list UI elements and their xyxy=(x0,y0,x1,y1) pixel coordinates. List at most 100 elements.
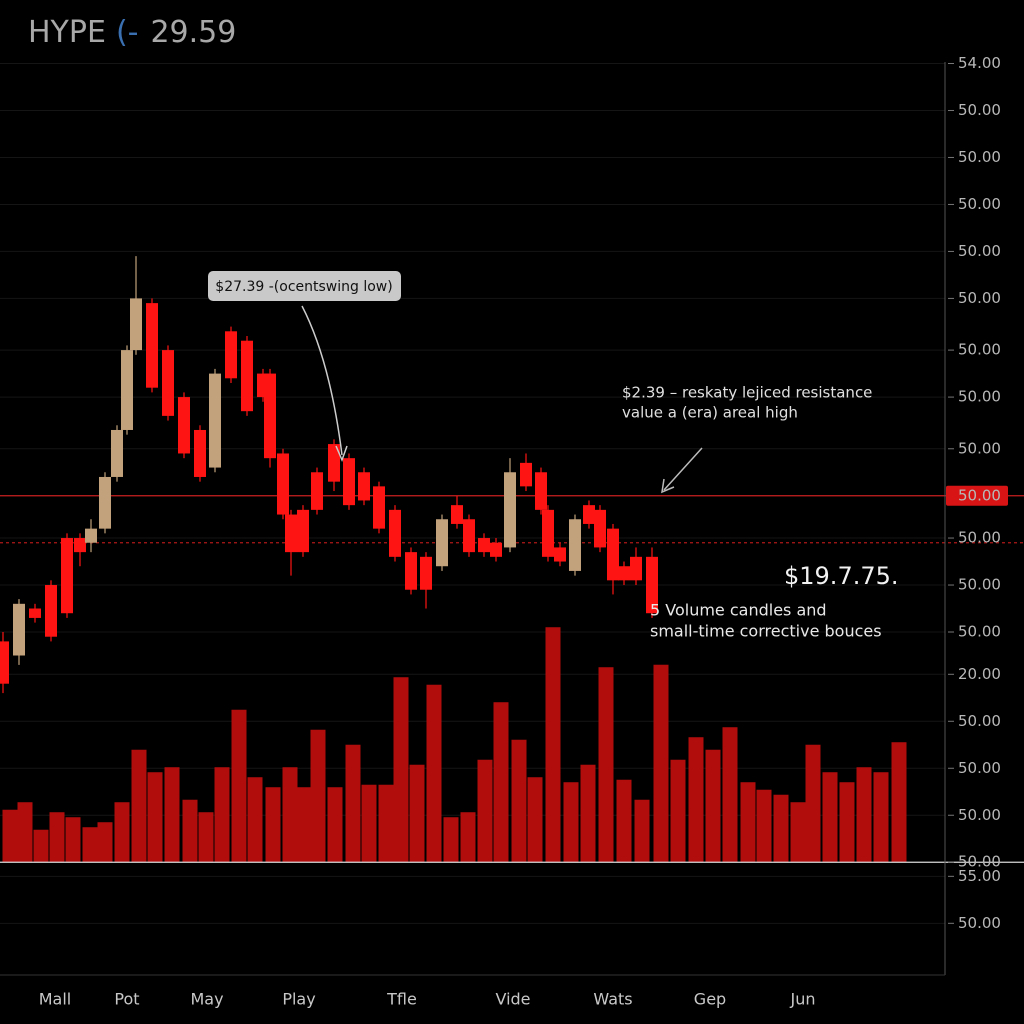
candle-body xyxy=(194,429,206,477)
volume-bar xyxy=(182,799,198,863)
candle-body xyxy=(0,641,9,684)
chart-title: HYPE (- 29.59 xyxy=(28,15,236,50)
candle-body xyxy=(297,509,309,553)
arrow-head xyxy=(335,445,348,463)
volume-bar xyxy=(545,627,561,863)
volume-bar xyxy=(65,817,81,863)
x-tick-label: Mall xyxy=(39,990,72,1009)
volume-bar xyxy=(131,749,147,863)
arrow-head xyxy=(661,478,675,494)
volume-bars xyxy=(2,627,907,863)
volume-bar xyxy=(409,764,425,863)
volume-bar xyxy=(2,809,18,863)
volume-bar xyxy=(33,829,49,863)
candle-body xyxy=(328,444,340,482)
volume-bar xyxy=(147,772,163,863)
annotation-volume: small-time corrective bouces xyxy=(650,622,882,641)
title-mark: (- xyxy=(116,15,139,50)
candle-body xyxy=(607,528,619,581)
x-tick-label: Play xyxy=(282,990,315,1009)
candle-body xyxy=(74,538,86,553)
candle-body xyxy=(29,608,41,618)
x-tick-label: May xyxy=(190,990,223,1009)
volume-bar xyxy=(361,784,377,863)
volume-bar xyxy=(393,677,409,863)
annotation-volume: 5 Volume candles and xyxy=(650,601,827,620)
volume-bar xyxy=(477,759,493,863)
candle-body xyxy=(542,509,554,557)
volume-bar xyxy=(345,744,361,863)
y-tick-label: 50.00 xyxy=(958,439,1001,457)
candle-body xyxy=(490,542,502,557)
candle-body xyxy=(225,331,237,379)
ticker: HYPE xyxy=(28,15,106,50)
axis-ticks: 54.00 50.00 50.00 50.00 50.00 50.00 50.00 50.00… xyxy=(39,54,1008,1009)
volume-bar xyxy=(580,764,596,863)
candle-body xyxy=(111,429,123,477)
candle-body xyxy=(646,556,658,614)
candle-body xyxy=(463,519,475,553)
volume-bar xyxy=(82,827,98,863)
volume-bar xyxy=(282,767,298,863)
volume-bar xyxy=(873,772,889,863)
volume-bar xyxy=(805,744,821,863)
candle-body xyxy=(277,453,289,515)
volume-bar xyxy=(790,802,806,863)
volume-bar xyxy=(670,759,686,863)
y-tick-label: 50.00 xyxy=(958,341,1001,359)
y-tick-label: 50.00 xyxy=(958,388,1001,406)
volume-bar xyxy=(511,739,527,863)
y-tick-label: 50.00 xyxy=(958,712,1001,730)
volume-bar xyxy=(527,777,543,863)
volume-bar xyxy=(756,789,772,863)
candle-body xyxy=(358,472,370,501)
y-tick-label: 54.00 xyxy=(958,54,1001,72)
volume-bar xyxy=(705,749,721,863)
candle-body xyxy=(618,566,630,581)
candle-body xyxy=(146,303,158,388)
volume-bar xyxy=(856,767,872,863)
candle-body xyxy=(311,472,323,510)
x-tick-label: Pot xyxy=(114,990,139,1009)
candle-body xyxy=(520,462,532,487)
candle-body xyxy=(373,486,385,529)
volume-bar xyxy=(634,799,650,863)
y-tick-label: 50.00 xyxy=(958,623,1001,641)
y-tick-label: 50.00 xyxy=(958,148,1001,166)
candle-body xyxy=(285,514,297,553)
volume-bar xyxy=(265,787,281,863)
candle-body xyxy=(130,298,142,351)
y-tick-label: 50.00 xyxy=(958,486,1001,504)
volume-bar xyxy=(688,737,704,863)
candle-body xyxy=(583,505,595,524)
candle-body xyxy=(61,538,73,614)
annotation-price: $19.7.75. xyxy=(784,562,899,590)
volume-bar xyxy=(49,812,65,863)
volume-bar xyxy=(563,782,579,863)
y-tick-label: 50.00 xyxy=(958,242,1001,260)
y-tick-label: 50.00 xyxy=(958,806,1001,824)
candle-body xyxy=(554,547,566,562)
candle-body xyxy=(85,528,97,543)
candle-body xyxy=(478,538,490,553)
candle-body xyxy=(121,350,133,430)
volume-bar xyxy=(740,782,756,863)
annotation-resistance: $2.39 – reskaty lejiced resistance xyxy=(622,384,872,402)
annotation-arrow xyxy=(301,305,343,456)
volume-bar xyxy=(773,794,789,863)
candle-body xyxy=(630,556,642,581)
y-tick-label: 55.00 xyxy=(958,867,1001,885)
volume-bar xyxy=(722,727,738,863)
volume-bar xyxy=(214,767,230,863)
candle-body xyxy=(209,373,221,468)
x-tick-label: Wats xyxy=(593,990,632,1009)
candle-body xyxy=(405,552,417,590)
volume-bar xyxy=(443,817,459,863)
candles xyxy=(0,256,658,694)
volume-bar xyxy=(114,802,130,863)
volume-bar xyxy=(297,787,313,863)
candle-body xyxy=(264,373,276,459)
y-tick-label: 50.00 xyxy=(958,195,1001,213)
y-tick-label: 50.00 xyxy=(958,289,1001,307)
